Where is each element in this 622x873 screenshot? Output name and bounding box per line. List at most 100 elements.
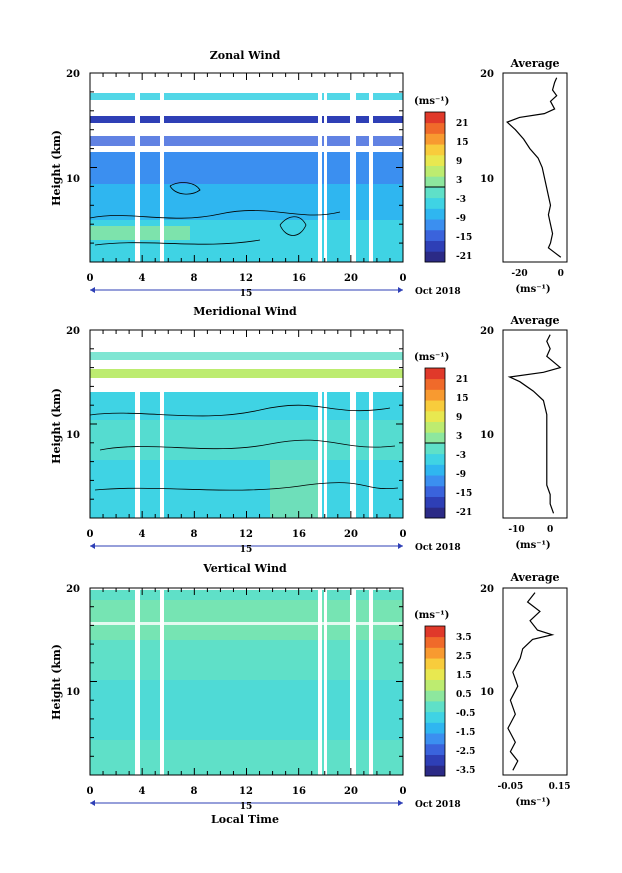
colorbar-tick: -1.5	[456, 728, 475, 738]
colorbar-tick: -21	[456, 252, 472, 262]
avg-profile-line	[507, 592, 555, 771]
vertical-gap	[160, 590, 164, 775]
colorbar-tick: -0.5	[456, 709, 475, 719]
vertical-ylabel: Height (km)	[50, 644, 63, 720]
colorbar-tick: -15	[456, 489, 472, 499]
vertical-xtick-label: 8	[191, 786, 198, 797]
colorbar-tick: 15	[456, 138, 469, 148]
zonal-gap	[369, 93, 373, 262]
meridional-gap	[350, 392, 356, 518]
colorbar-swatch	[425, 636, 445, 648]
zonal-xtick-label: 16	[292, 273, 306, 284]
zonal-xtick-label: 8	[191, 273, 198, 284]
colorbar-swatch	[425, 197, 445, 209]
colorbar-tick: 9	[456, 413, 462, 423]
vertical-title: Vertical Wind	[202, 562, 287, 575]
colorbar-swatch	[425, 453, 445, 465]
avg-profile-line	[506, 77, 562, 258]
colorbar-swatch	[425, 743, 445, 755]
zonal-ylabel: Height (km)	[50, 130, 63, 206]
vertical-xtick-label: 0	[87, 786, 94, 797]
vertical-xtick-label: 0	[400, 786, 407, 797]
zonal-xtick-label: 20	[344, 273, 358, 284]
vertical-heatmap	[90, 590, 403, 775]
colorbar-zonal: (ms⁻¹) 21 15 9 3 -3 -9 -15 -21	[414, 96, 472, 263]
colorbar-tick: -3	[456, 195, 466, 205]
meridional-ytick-label: 20	[66, 326, 80, 337]
meridional-xtick-label: 0	[87, 529, 94, 540]
panel-meridional: Meridional Wind 0 4 8 12 16 20 0 20 10	[50, 305, 461, 555]
vertical-gap-row	[90, 622, 403, 625]
zonal-contour	[169, 182, 201, 195]
zonal-xtick-label: 4	[139, 273, 146, 284]
colorbar-swatch	[425, 658, 445, 670]
vertical-xtick-label: 20	[344, 786, 358, 797]
colorbar-unit: (ms⁻¹)	[414, 352, 449, 363]
zonal-xtick-label: 0	[87, 273, 94, 284]
colorbar-vertical: (ms⁻¹) 3.5 2.5 1.5 0.5 -0.5 -1.5 -2.5 -3…	[414, 610, 475, 777]
colorbar-tick: 2.5	[456, 652, 472, 662]
colorbar-swatch	[425, 464, 445, 476]
colorbar-tick: -3.5	[456, 766, 475, 776]
meridional-contour	[89, 404, 391, 417]
avg-xtick-label: 0	[558, 269, 564, 279]
avg-profile-line	[507, 334, 562, 514]
meridional-gap	[369, 392, 373, 518]
avg-title: Average	[509, 571, 559, 584]
vertical-ytick-label: 10	[66, 687, 80, 698]
colorbar-swatch	[425, 176, 445, 188]
meridional-xtick-label: 12	[239, 529, 253, 540]
colorbar-swatch	[425, 229, 445, 241]
meridional-gap	[324, 392, 327, 518]
colorbar-swatches	[425, 112, 445, 263]
colorbar-swatch	[425, 112, 445, 124]
colorbar-swatch	[425, 389, 445, 401]
avg-ytick-label: 20	[480, 326, 494, 337]
vertical-gap	[369, 590, 373, 775]
colorbar-tick: 3.5	[456, 633, 472, 643]
meridional-ylabel: Height (km)	[50, 388, 63, 464]
panel-vertical: Vertical Wind 0 4 8 12 16 20 0 20 10 Hei…	[50, 562, 461, 826]
meridional-yticks	[90, 329, 403, 519]
colorbar-swatch	[425, 626, 445, 638]
vertical-ytick-label: 20	[66, 584, 80, 595]
zonal-xtick-label: 12	[239, 273, 253, 284]
colorbar-swatch	[425, 208, 445, 220]
colorbar-swatch	[425, 410, 445, 422]
panel-zonal: Zonal Wind 0 4 8 12 16 20 0	[50, 49, 461, 299]
avg-frame	[502, 329, 568, 519]
zonal-heatmap	[89, 93, 403, 262]
colorbar-tick: -9	[456, 470, 466, 480]
colorbar-swatch	[425, 133, 445, 145]
zonal-gap	[350, 93, 356, 262]
colorbar-tick: 15	[456, 394, 469, 404]
meridional-title: Meridional Wind	[193, 305, 297, 318]
meridional-band-jet	[90, 369, 403, 378]
meridional-xtick-label: 4	[139, 529, 146, 540]
meridional-month: Oct 2018	[415, 543, 461, 553]
avg-unit: (ms⁻¹)	[515, 284, 550, 295]
colorbar-swatch	[425, 165, 445, 177]
meridional-xtick-label: 8	[191, 529, 198, 540]
meridional-contour	[99, 439, 396, 451]
meridional-gap	[318, 392, 322, 518]
vertical-day: 15	[240, 802, 253, 812]
colorbar-swatch	[425, 690, 445, 702]
zonal-ytick-label: 20	[66, 69, 80, 80]
colorbar-swatch	[425, 754, 445, 766]
meridional-ytick-label: 10	[66, 430, 80, 441]
colorbar-swatch	[425, 443, 445, 455]
colorbar-swatch	[425, 507, 445, 519]
meridional-xtick-label: 16	[292, 529, 306, 540]
zonal-contour	[94, 239, 261, 246]
avg-vertical: Average 20 10 -0.05 0.15 (ms⁻¹)	[480, 571, 570, 808]
vertical-yticks	[90, 587, 403, 776]
colorbar-tick: 1.5	[456, 671, 472, 681]
zonal-gap	[160, 93, 164, 262]
avg-frame	[502, 72, 568, 263]
colorbar-swatch	[425, 144, 445, 156]
avg-meridional: Average 20 10 -10 0 (ms⁻¹)	[480, 314, 568, 551]
zonal-yticks	[90, 72, 403, 263]
colorbar-swatch	[425, 240, 445, 252]
